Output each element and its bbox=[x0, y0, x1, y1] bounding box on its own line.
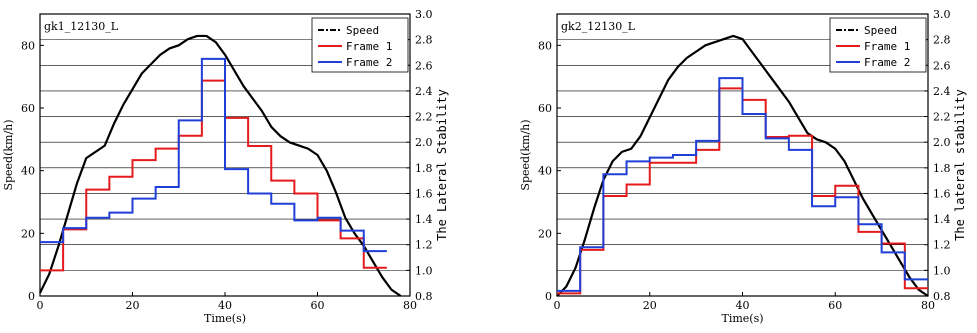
y2-tick-label: 1.2 bbox=[415, 239, 433, 252]
y2-axis-label: The lateral stability bbox=[953, 89, 967, 241]
y2-tick-label: 1.4 bbox=[415, 213, 433, 226]
y-tick-label: 60 bbox=[21, 102, 35, 115]
series-frame-2-line bbox=[40, 57, 387, 253]
x-tick-label: 60 bbox=[311, 299, 325, 312]
x-tick-label: 80 bbox=[921, 299, 935, 312]
y2-tick-label: 1.2 bbox=[933, 239, 951, 252]
x-axis-label: Time(s) bbox=[204, 312, 246, 325]
legend-label-3: Frame 2 bbox=[864, 56, 910, 69]
x-tick-label: 40 bbox=[736, 299, 750, 312]
x-tick-label: 60 bbox=[828, 299, 842, 312]
y2-tick-label: 1.6 bbox=[415, 187, 433, 200]
y2-tick-label: 1.6 bbox=[933, 187, 951, 200]
y2-tick-label: 2.4 bbox=[933, 85, 951, 98]
legend: Speed Frame 1 Frame 2 bbox=[311, 17, 409, 73]
x-tick-label: 80 bbox=[403, 299, 417, 312]
y-tick-label: 40 bbox=[538, 165, 552, 178]
y2-tick-label: 1.0 bbox=[933, 264, 951, 277]
y2-tick-label: 1.4 bbox=[933, 213, 951, 226]
y2-tick-label: 2.8 bbox=[933, 34, 951, 47]
legend: Speed Frame 1 Frame 2 bbox=[829, 17, 927, 73]
y-axis-label: Speed(km/h) bbox=[2, 119, 15, 190]
y2-tick-label: 2.4 bbox=[415, 85, 433, 98]
y2-tick-label: 2.2 bbox=[933, 111, 951, 124]
y-tick-label: 60 bbox=[538, 102, 552, 115]
x-tick-label: 0 bbox=[554, 299, 561, 312]
series-speed-line bbox=[556, 34, 929, 297]
y-tick-label: 0 bbox=[545, 290, 552, 303]
y2-tick-label: 2.0 bbox=[933, 136, 951, 149]
y2-tick-label: 0.8 bbox=[415, 290, 433, 303]
y2-tick-label: 2.0 bbox=[415, 136, 433, 149]
chart-1: 0 20 40 60 800204060800.81.01.21.41.61.82.02… bbox=[2, 8, 449, 325]
y2-tick-label: 2.2 bbox=[415, 111, 433, 124]
chart-title: gk1_12130_L bbox=[44, 20, 119, 33]
series-frame-1-line bbox=[557, 87, 928, 295]
x-tick-label: 20 bbox=[643, 299, 657, 312]
legend-label-2: Frame 1 bbox=[864, 40, 910, 53]
series-frame-2-line bbox=[557, 77, 928, 292]
y2-tick-label: 1.8 bbox=[933, 162, 951, 175]
x-axis-label: Time(s) bbox=[721, 312, 763, 325]
legend-label-1: Speed bbox=[346, 24, 379, 37]
series-frame-1-line bbox=[40, 79, 387, 272]
y-tick-label: 80 bbox=[538, 39, 552, 52]
y-tick-label: 40 bbox=[21, 165, 35, 178]
y-axis-label: Speed(km/h) bbox=[519, 119, 532, 190]
y-tick-label: 0 bbox=[28, 290, 35, 303]
y-tick-label: 80 bbox=[21, 39, 35, 52]
x-tick-label: 40 bbox=[218, 299, 232, 312]
y2-tick-label: 1.8 bbox=[415, 162, 433, 175]
y2-axis-label: The Lateral Stability bbox=[435, 89, 449, 241]
y2-tick-label: 1.0 bbox=[415, 264, 433, 277]
chart-2: 0 20 40 60 800204060800.81.01.21.41.61.82.02… bbox=[519, 8, 967, 325]
y2-tick-label: 3.0 bbox=[415, 8, 433, 21]
x-tick-label: 20 bbox=[126, 299, 140, 312]
y-tick-label: 20 bbox=[538, 227, 552, 240]
y-tick-label: 20 bbox=[21, 227, 35, 240]
legend-label-2: Frame 1 bbox=[346, 40, 392, 53]
y2-tick-label: 2.8 bbox=[415, 34, 433, 47]
y2-tick-label: 2.6 bbox=[933, 59, 951, 72]
x-tick-label: 0 bbox=[37, 299, 44, 312]
legend-label-3: Frame 2 bbox=[346, 56, 392, 69]
y2-tick-label: 3.0 bbox=[933, 8, 951, 21]
series-speed-line bbox=[39, 34, 402, 297]
chart-title: gk2_12130_L bbox=[561, 20, 636, 33]
legend-label-1: Speed bbox=[864, 24, 897, 37]
y2-tick-label: 2.6 bbox=[415, 59, 433, 72]
y2-tick-label: 0.8 bbox=[933, 290, 951, 303]
